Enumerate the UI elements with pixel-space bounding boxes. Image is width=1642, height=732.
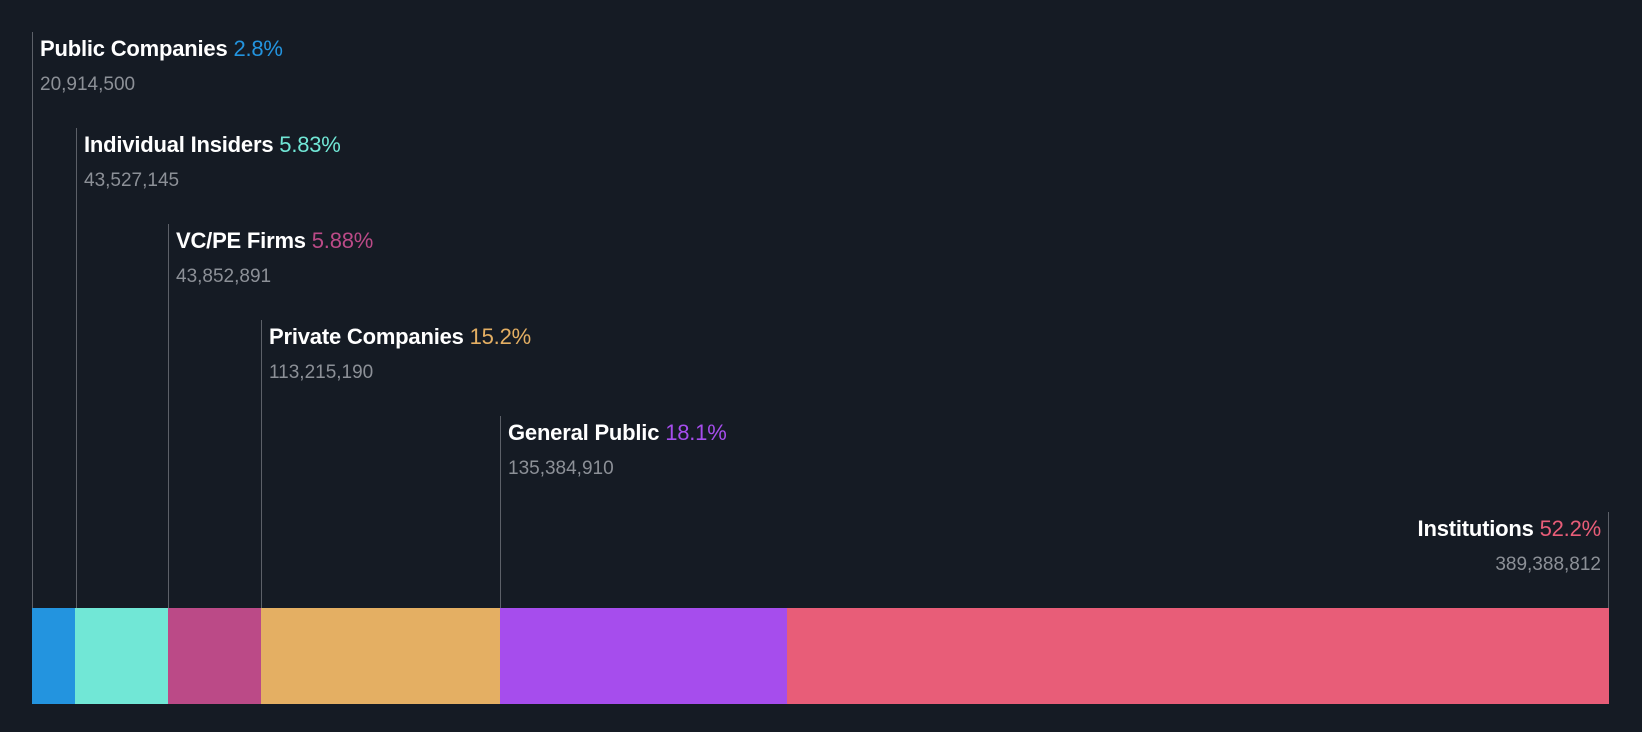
leader-line-public-companies: [32, 32, 33, 608]
segment-shares: 43,852,891: [176, 266, 272, 287]
segment-percent: 2.8%: [233, 36, 283, 61]
label-vc-pe-firms: VC/PE Firms 5.88% 43,852,891: [176, 228, 373, 288]
segment-shares: 20,914,500: [40, 74, 136, 95]
segment-percent: 5.88%: [311, 228, 374, 253]
label-private-companies: Private Companies 15.2% 113,215,190: [269, 324, 531, 384]
label-title: Individual Insiders 5.83%: [84, 132, 341, 158]
segment-percent: 18.1%: [665, 420, 727, 445]
label-title: Public Companies 2.8%: [40, 36, 283, 62]
label-title: General Public 18.1%: [508, 420, 727, 446]
leader-line-general-public: [500, 416, 501, 608]
segment-name: Individual Insiders: [84, 132, 274, 157]
segment-shares: 389,388,812: [1495, 554, 1601, 575]
segment-percent: 15.2%: [469, 324, 532, 349]
leader-line-individual-insiders: [76, 128, 77, 608]
segment-shares: 113,215,190: [269, 362, 374, 383]
label-public-companies: Public Companies 2.8% 20,914,500: [40, 36, 283, 96]
label-institutions: Institutions 52.2% 389,388,812: [1417, 516, 1602, 576]
segment-name: Institutions: [1417, 516, 1534, 541]
bar-segment-individual-insiders: [75, 608, 168, 704]
leader-line-institutions: [1608, 512, 1609, 608]
segment-percent: 5.83%: [279, 132, 341, 157]
bar-segment-general-public: [500, 608, 787, 704]
segment-name: Public Companies: [40, 36, 228, 61]
segment-shares: 43,527,145: [84, 170, 180, 191]
label-individual-insiders: Individual Insiders 5.83% 43,527,145: [84, 132, 341, 192]
bar-segment-public-companies: [32, 608, 75, 704]
bar-segment-private-companies: [261, 608, 500, 704]
segment-name: VC/PE Firms: [176, 228, 306, 253]
bar-segment-vc-pe-firms: [168, 608, 261, 704]
label-general-public: General Public 18.1% 135,384,910: [508, 420, 727, 480]
label-title: VC/PE Firms 5.88%: [176, 228, 373, 254]
segment-name: General Public: [508, 420, 660, 445]
bar-segment-institutions: [787, 608, 1609, 704]
label-title: Institutions 52.2%: [1417, 516, 1602, 542]
segment-percent: 52.2%: [1539, 516, 1602, 541]
segment-shares: 135,384,910: [508, 458, 614, 479]
leader-line-private-companies: [261, 320, 262, 608]
leader-line-vc-pe-firms: [168, 224, 169, 608]
label-title: Private Companies 15.2%: [269, 324, 531, 350]
segment-name: Private Companies: [269, 324, 464, 349]
